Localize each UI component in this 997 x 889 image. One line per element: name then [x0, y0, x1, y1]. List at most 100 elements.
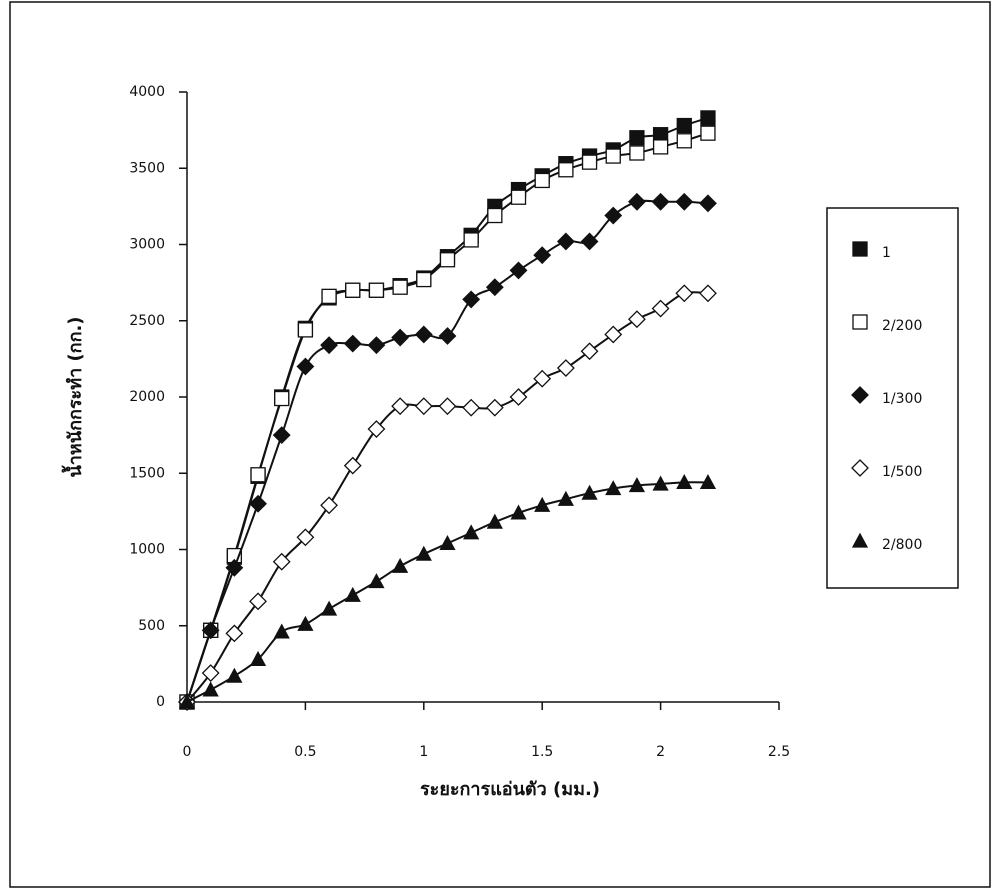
x-axis-title: ระยะการแอ่นตัว (มม.) — [420, 779, 600, 800]
data-point — [440, 253, 454, 267]
data-point — [677, 134, 691, 148]
data-point — [653, 194, 669, 210]
data-point — [439, 398, 455, 414]
data-point — [487, 279, 503, 295]
data-point — [226, 625, 242, 641]
data-point — [463, 291, 479, 307]
data-point — [629, 311, 645, 327]
x-tick-label: 1 — [419, 744, 428, 760]
data-point — [676, 285, 692, 301]
data-point — [654, 140, 668, 154]
series-line — [187, 482, 708, 702]
data-point — [535, 173, 549, 187]
data-point — [275, 392, 289, 406]
series-line — [187, 133, 708, 702]
data-point — [393, 280, 407, 294]
data-point — [653, 301, 669, 317]
y-tick-label: 3000 — [129, 237, 165, 253]
data-point — [440, 536, 454, 549]
data-point — [250, 593, 266, 609]
data-point — [392, 398, 408, 414]
legend-label: 1/300 — [882, 391, 922, 407]
data-point — [582, 343, 598, 359]
x-tick-label: 1.5 — [531, 744, 553, 760]
data-point — [204, 683, 218, 696]
legend-marker — [853, 242, 867, 256]
y-tick-label: 3500 — [129, 160, 165, 176]
y-tick-label: 0 — [156, 694, 165, 710]
data-point — [700, 195, 716, 211]
data-point — [463, 400, 479, 416]
data-point — [534, 247, 550, 263]
y-axis-title: น้ำหนักกระทำ (กก.) — [61, 316, 86, 477]
data-point — [275, 625, 289, 638]
data-point — [464, 233, 478, 247]
legend-label: 1 — [882, 245, 891, 261]
data-point — [488, 515, 502, 528]
data-point — [369, 575, 383, 588]
x-tick-label: 0 — [183, 744, 192, 760]
y-tick-label: 2500 — [129, 313, 165, 329]
data-point — [677, 119, 691, 133]
data-point — [605, 326, 621, 342]
data-point — [629, 194, 645, 210]
data-point — [322, 289, 336, 303]
data-point — [393, 559, 407, 572]
data-point — [203, 665, 219, 681]
y-tick-label: 4000 — [129, 84, 165, 100]
page: {"chart_data": {"type": "line", "x_label… — [0, 0, 997, 889]
data-point — [701, 126, 715, 140]
data-point — [416, 398, 432, 414]
x-tick-label: 0.5 — [294, 744, 316, 760]
data-point — [511, 262, 527, 278]
data-point — [227, 669, 241, 682]
data-point — [558, 233, 574, 249]
data-point — [583, 155, 597, 169]
data-point — [417, 273, 431, 287]
legend-label: 1/500 — [882, 464, 922, 480]
data-point — [606, 149, 620, 163]
data-point — [488, 209, 502, 223]
data-point — [274, 427, 290, 443]
data-point — [251, 468, 265, 482]
data-point — [321, 497, 337, 513]
data-point — [392, 330, 408, 346]
data-point — [630, 131, 644, 145]
data-point — [298, 617, 312, 630]
series-line — [187, 292, 708, 702]
legend-marker — [853, 315, 867, 329]
data-point — [512, 190, 526, 204]
data-point — [369, 283, 383, 297]
y-tick-label: 1500 — [129, 465, 165, 481]
y-tick-label: 2000 — [129, 389, 165, 405]
legend-label: 2/200 — [882, 318, 922, 334]
x-tick-label: 2 — [656, 744, 665, 760]
data-point — [511, 389, 527, 405]
data-point — [345, 336, 361, 352]
data-point — [345, 458, 361, 474]
data-point — [417, 547, 431, 560]
data-point — [346, 283, 360, 297]
y-tick-label: 500 — [138, 618, 165, 634]
data-point — [558, 360, 574, 376]
data-point — [534, 371, 550, 387]
data-point — [368, 337, 384, 353]
y-tick-label: 1000 — [129, 542, 165, 558]
data-point — [676, 194, 692, 210]
legend-label: 2/800 — [882, 537, 922, 553]
data-point — [322, 602, 336, 615]
data-point — [559, 163, 573, 177]
data-point — [346, 588, 360, 601]
chart: ระยะการแอ่นตัว (มม.) น้ำหนักกระทำ (กก.) … — [0, 0, 997, 889]
data-point — [630, 146, 644, 160]
data-point — [297, 359, 313, 375]
data-point — [464, 526, 478, 539]
x-tick-label: 2.5 — [768, 744, 790, 760]
data-point — [700, 285, 716, 301]
data-point — [416, 326, 432, 342]
data-point — [701, 111, 715, 125]
data-point — [512, 506, 526, 519]
data-point — [321, 337, 337, 353]
data-point — [298, 323, 312, 337]
data-point — [487, 400, 503, 416]
